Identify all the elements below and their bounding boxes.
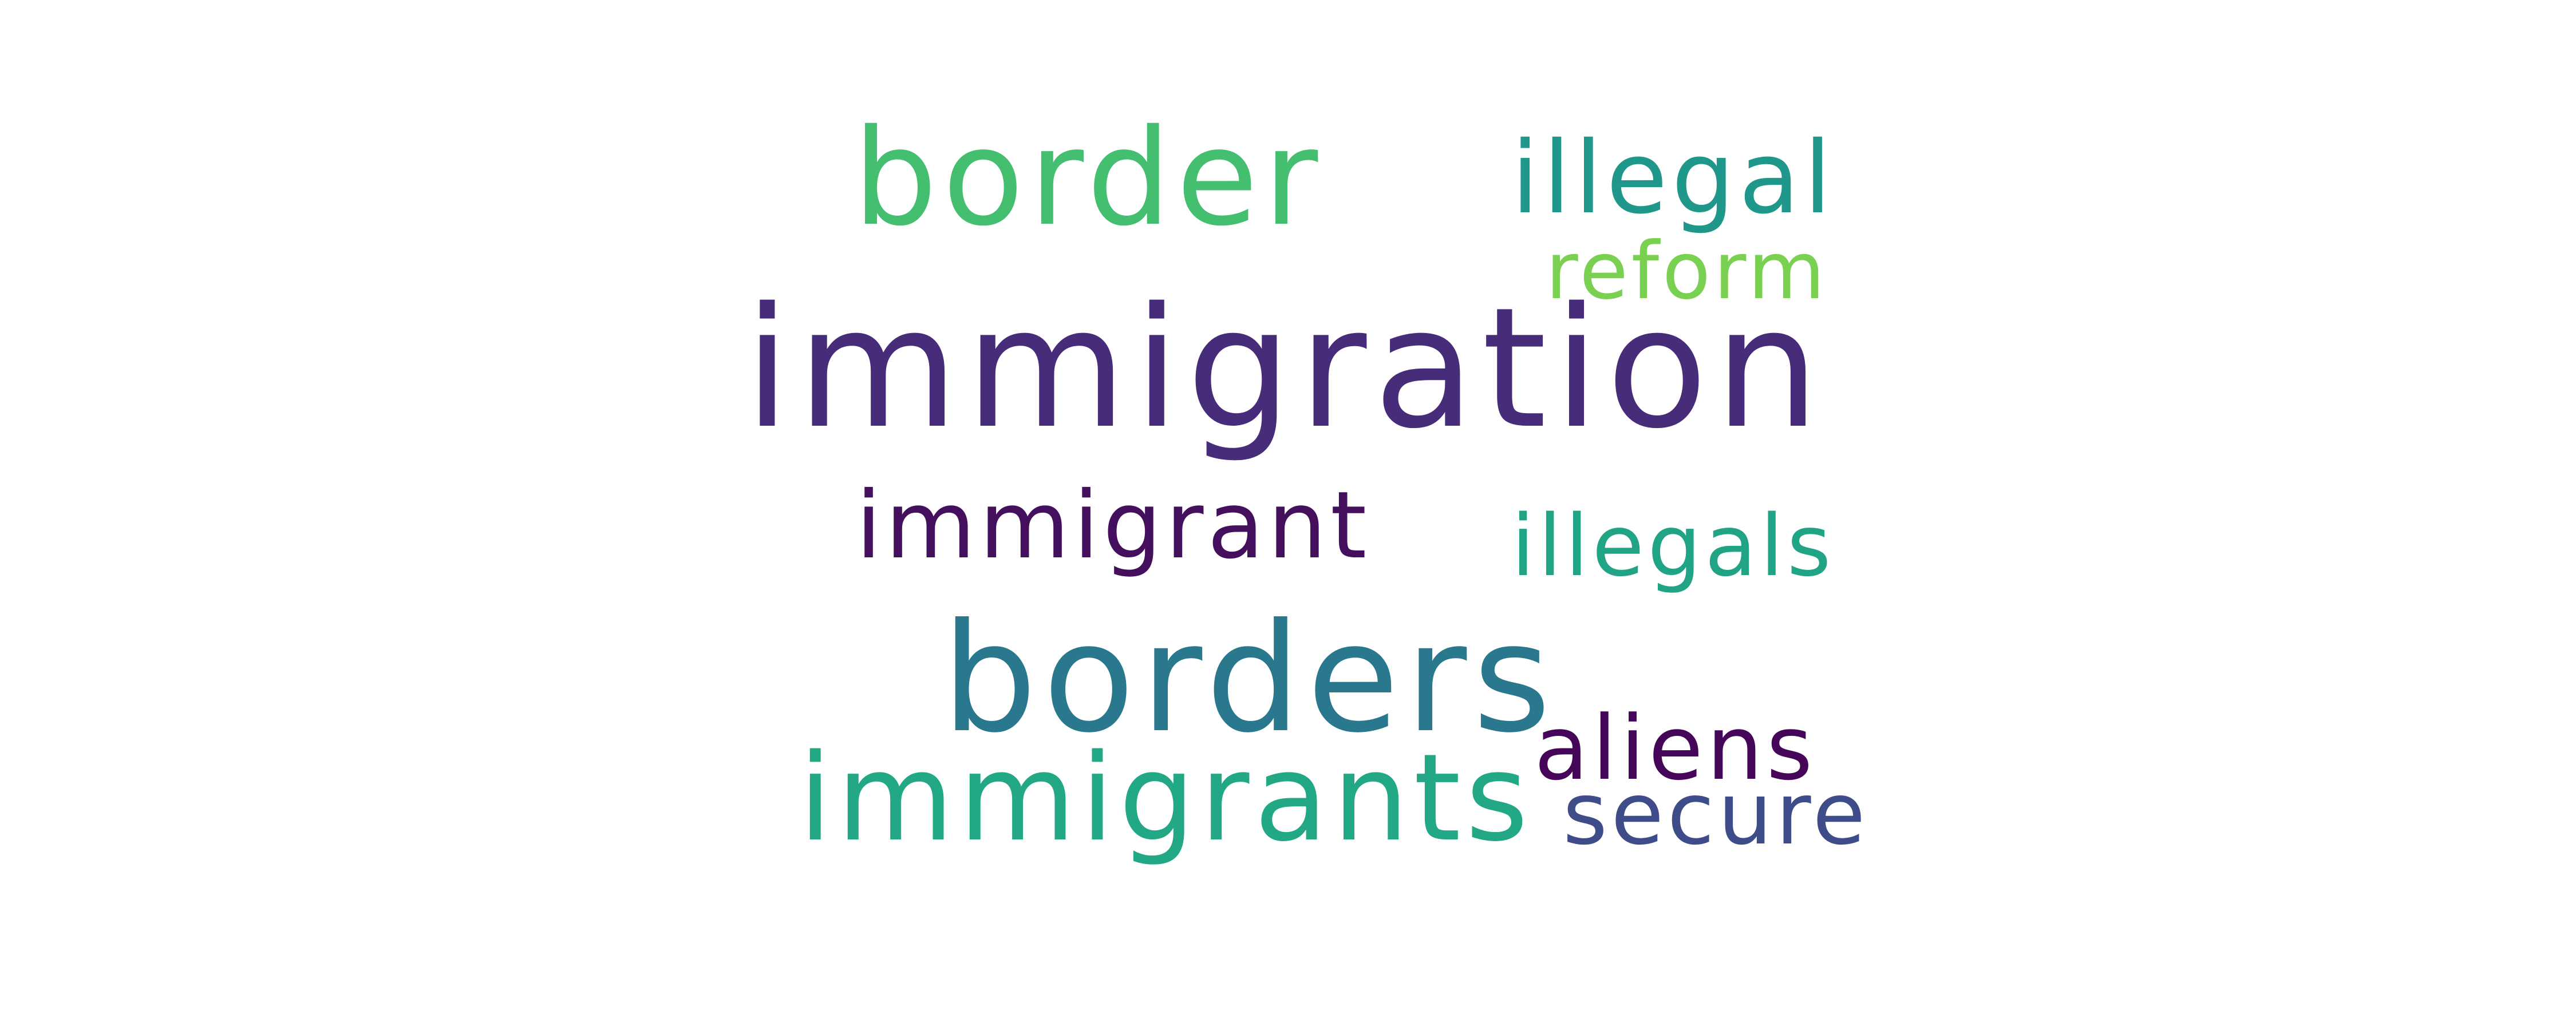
word-border: border	[853, 101, 1323, 255]
word-secure: secure	[1563, 764, 1869, 864]
word-immigration: immigration	[744, 272, 1827, 465]
word-immigrant: immigrant	[856, 472, 1370, 580]
word-immigrants: immigrants	[799, 728, 1533, 868]
word-aliens: aliens	[1534, 696, 1816, 800]
word-illegal: illegal	[1511, 120, 1836, 236]
word-reform: reform	[1546, 225, 1828, 317]
word-borders: borders	[942, 591, 1557, 766]
word-illegals: illegals	[1511, 497, 1835, 595]
